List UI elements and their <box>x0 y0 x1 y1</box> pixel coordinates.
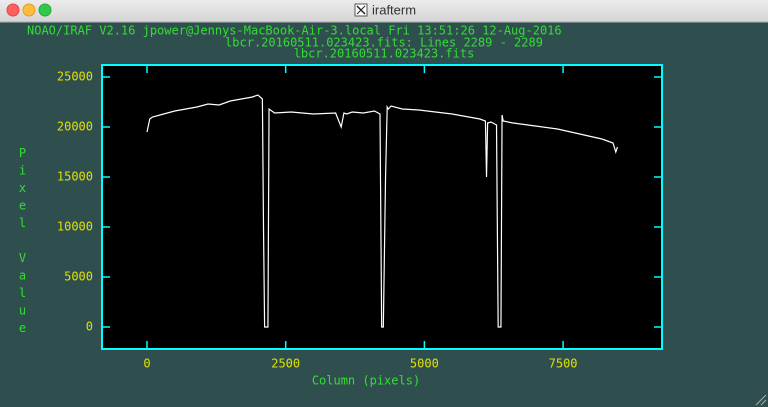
header-line: NOAO/IRAF V2.16 jpower@Jennys-MacBook-Ai… <box>27 24 562 38</box>
window-title: irafterm <box>372 2 416 17</box>
y-axis-label: Pixel Value <box>16 146 30 339</box>
x-axis-label: Column (pixels) <box>312 374 420 388</box>
data-line <box>146 94 619 328</box>
close-button[interactable] <box>6 3 20 17</box>
y-tick-label: 25000 <box>57 70 93 84</box>
y-tick-label: 0 <box>86 320 93 334</box>
x-tick-label: 0 <box>143 357 150 371</box>
x-tick-label: 5000 <box>410 357 439 371</box>
x-tick-label: 2500 <box>271 357 300 371</box>
resize-grip[interactable] <box>755 394 767 406</box>
y-tick-label: 15000 <box>57 170 93 184</box>
y-tick-label: 5000 <box>64 270 93 284</box>
y-tick-label: 20000 <box>57 120 93 134</box>
x-tick-label: 7500 <box>549 357 578 371</box>
x11-icon <box>354 3 368 17</box>
title-bar <box>0 0 768 22</box>
minimize-button[interactable] <box>22 3 36 17</box>
header-line: lbcr.20160511.023423.fits <box>294 47 475 61</box>
header-line: lbcr.20160511.023423.fits: Lines 2289 - … <box>225 36 543 50</box>
zoom-button[interactable] <box>38 3 52 17</box>
y-tick-label: 10000 <box>57 220 93 234</box>
